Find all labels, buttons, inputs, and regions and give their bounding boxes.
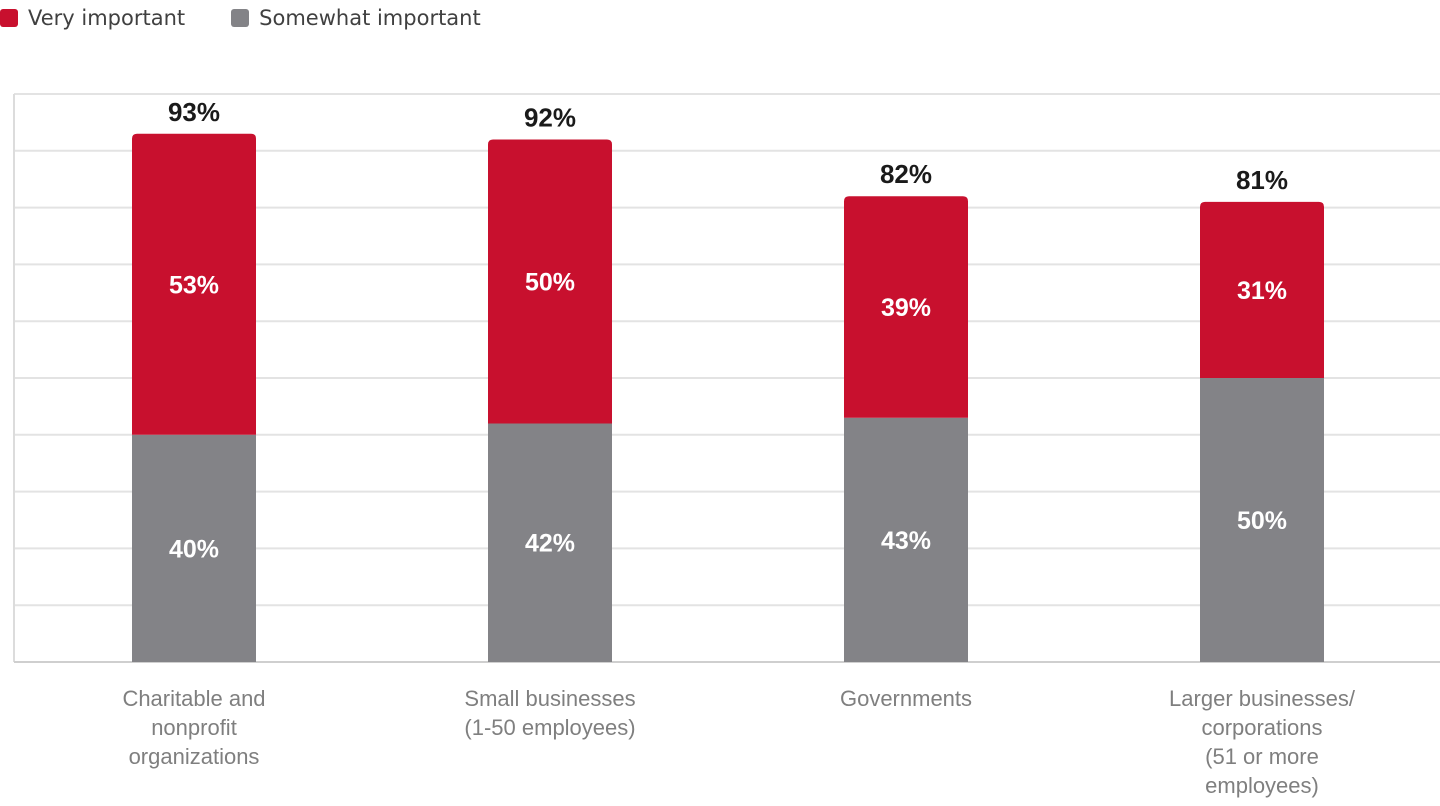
category-label-line: Larger businesses/ — [1169, 686, 1355, 711]
data-label-very-important: 53% — [169, 271, 219, 299]
total-label: 92% — [524, 102, 576, 132]
bar-segment-somewhat-important — [1200, 378, 1324, 662]
bar-segment-somewhat-important — [844, 417, 968, 662]
data-label-very-important: 50% — [525, 268, 575, 296]
data-label-very-important: 31% — [1237, 277, 1287, 305]
category-label: Charitable and nonprofit organizations — [64, 684, 324, 771]
data-label-somewhat-important: 40% — [169, 535, 219, 563]
legend-item-somewhat-important: Somewhat important — [231, 6, 481, 30]
category-label-line: Charitable and — [122, 686, 266, 711]
category-label-line: Small businesses — [464, 686, 636, 711]
total-label: 82% — [880, 159, 932, 189]
legend-label-somewhat-important: Somewhat important — [259, 6, 481, 30]
category-label-line: Governments — [839, 686, 973, 711]
total-label: 93% — [168, 97, 220, 127]
category-label-line: (51 or more — [1205, 744, 1319, 769]
bar-segment-somewhat-important — [488, 423, 612, 662]
data-label-somewhat-important: 50% — [1237, 507, 1287, 535]
bar-segment-very-important — [1200, 201, 1324, 378]
bar-segment-very-important — [844, 196, 968, 418]
category-label-line: (1-50 employees) — [464, 715, 636, 740]
data-label-very-important: 39% — [881, 294, 931, 322]
legend-item-very-important: Very important — [0, 6, 185, 30]
category-label-line: corporations — [1201, 715, 1323, 740]
category-label-line: organizations — [128, 744, 260, 769]
chart-legend: Very important Somewhat important — [0, 4, 527, 32]
category-label-line: nonprofit — [151, 715, 237, 740]
legend-swatch-somewhat-important — [231, 9, 250, 27]
data-label-somewhat-important: 42% — [525, 530, 575, 558]
category-label-line: employees) — [1205, 773, 1319, 798]
category-label: Small businesses (1-50 employees) — [420, 684, 680, 742]
total-label: 81% — [1236, 165, 1288, 195]
bar-segment-somewhat-important — [132, 434, 256, 662]
bar-segment-very-important — [488, 139, 612, 424]
legend-swatch-very-important — [0, 9, 18, 27]
bar-segment-very-important — [132, 133, 256, 435]
category-label: Governments — [776, 684, 1036, 713]
legend-label-very-important: Very important — [28, 6, 186, 30]
category-label: Larger businesses/corporations (51 or mor… — [1132, 684, 1392, 800]
data-label-somewhat-important: 43% — [881, 527, 931, 555]
